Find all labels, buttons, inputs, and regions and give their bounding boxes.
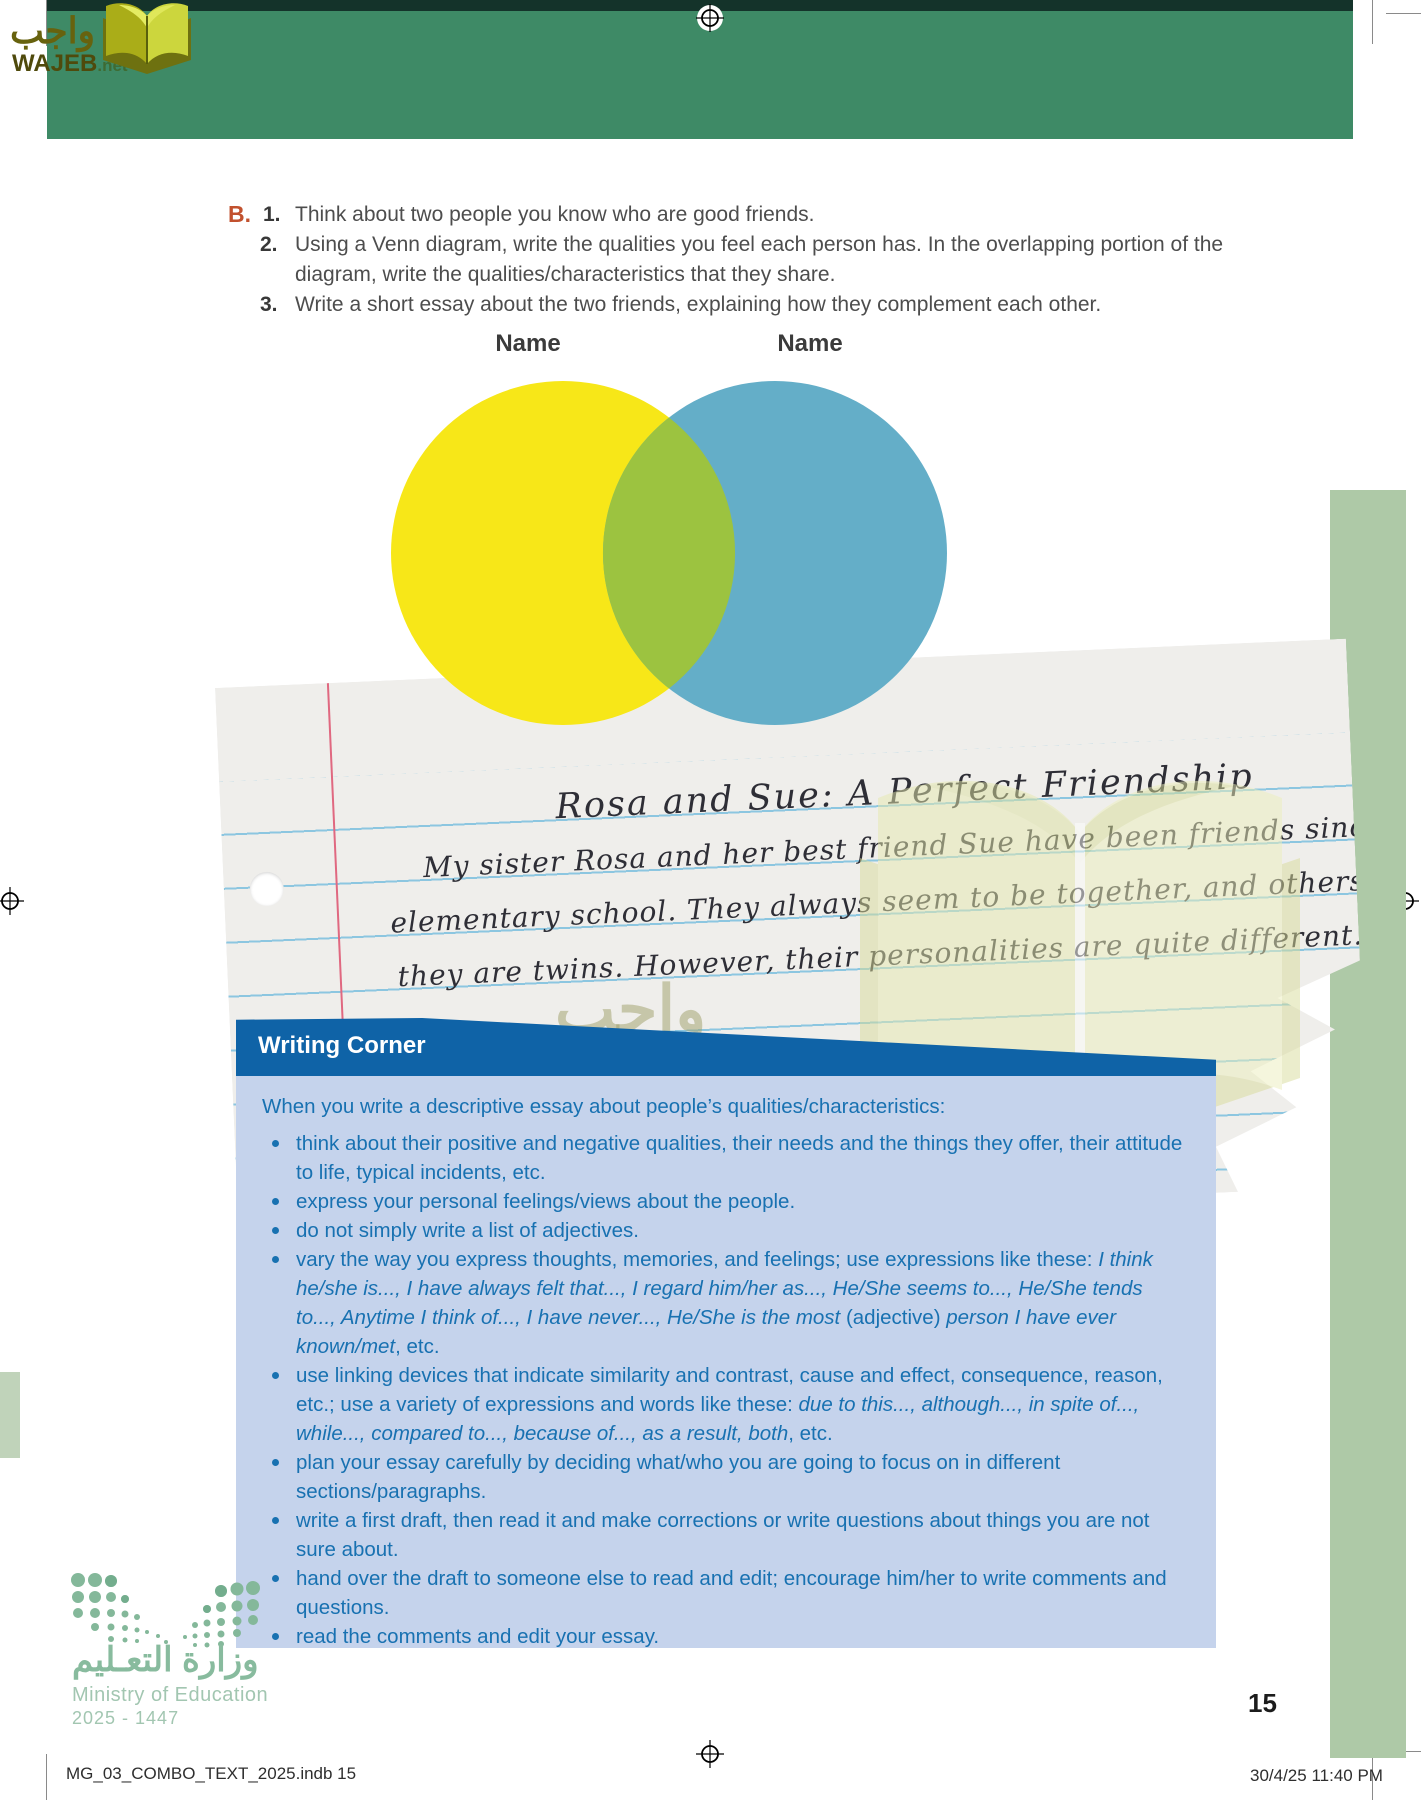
footer-filename: MG_03_COMBO_TEXT_2025.indb 15 xyxy=(66,1764,357,1783)
crop-mark xyxy=(46,0,47,46)
registration-mark xyxy=(696,4,724,32)
task-item-text: Write a short essay about the two friend… xyxy=(295,293,1102,316)
crop-mark xyxy=(46,1754,47,1800)
task-item-text: Using a Venn diagram, write the qualitie… xyxy=(295,233,1224,256)
venn-overlap xyxy=(602,417,736,689)
open-book-icon xyxy=(103,3,191,74)
writing-corner-list: think about their positive and negative … xyxy=(262,1129,1186,1651)
writing-corner-bullet: write a first draft, then read it and ma… xyxy=(262,1506,1186,1564)
task-letter: B. xyxy=(228,201,251,227)
bullet-dot xyxy=(272,1198,279,1205)
writing-corner-bullet: express your personal feelings/views abo… xyxy=(262,1187,1186,1216)
writing-corner-bullet: read the comments and edit your essay. xyxy=(262,1622,1186,1651)
ministry-logo-dots xyxy=(71,1573,260,1648)
writing-corner-bullet: hand over the draft to someone else to r… xyxy=(262,1564,1186,1622)
ministry-name-english: Ministry of Education xyxy=(72,1684,269,1706)
writing-corner-panel: When you write a descriptive essay about… xyxy=(236,1076,1216,1648)
bullet-dot xyxy=(272,1517,279,1524)
wajeb-logo-name: WAJEB xyxy=(12,50,98,77)
bullet-dot xyxy=(272,1633,279,1640)
page-edge-tab xyxy=(0,1372,20,1458)
wajeb-logo-latin: WAJEB.net xyxy=(12,50,128,78)
registration-mark xyxy=(696,1740,724,1768)
bullet-dot xyxy=(272,1372,279,1379)
writing-corner-title: Writing Corner xyxy=(258,1032,426,1059)
header-green-band xyxy=(47,11,1353,139)
venn-right-name-label: Name xyxy=(777,330,843,357)
writing-corner-bullet: think about their positive and negative … xyxy=(262,1129,1186,1187)
writing-corner-intro: When you write a descriptive essay about… xyxy=(262,1095,946,1118)
bullet-dot xyxy=(272,1227,279,1234)
writing-corner-bullet: plan your essay carefully by deciding wh… xyxy=(262,1448,1186,1506)
venn-diagram xyxy=(391,381,947,725)
bullet-dot xyxy=(272,1140,279,1147)
writing-corner-bullet: do not simply write a list of adjectives… xyxy=(262,1216,1186,1245)
ministry-logo-arabic: وزارة التعـليم xyxy=(72,1641,259,1679)
task-item-text: Think about two people you know who are … xyxy=(295,203,815,226)
page-number: 15 xyxy=(1248,1688,1277,1718)
venn-left-name-label: Name xyxy=(495,330,561,357)
registration-mark xyxy=(0,887,24,915)
top-dark-bar xyxy=(47,0,1353,11)
bullet-dot xyxy=(272,1256,279,1263)
crop-mark xyxy=(1372,0,1373,44)
crop-mark xyxy=(1372,1757,1373,1800)
bullet-dot xyxy=(272,1459,279,1466)
task-item-text: diagram, write the qualities/characteris… xyxy=(295,263,836,286)
bullet-dot xyxy=(272,1575,279,1582)
task-item-number: 1. xyxy=(263,203,281,226)
task-item-number: 3. xyxy=(260,293,278,316)
task-item-number: 2. xyxy=(260,233,278,256)
crop-mark xyxy=(1386,13,1421,14)
footer-timestamp: 30/4/25 11:40 PM xyxy=(1250,1766,1383,1785)
ministry-years: 2025 - 1447 xyxy=(72,1708,180,1728)
writing-corner-bullet: use linking devices that indicate simila… xyxy=(262,1361,1186,1448)
wajeb-logo-arabic: واجب xyxy=(10,10,95,51)
writing-corner-bullet: vary the way you express thoughts, memor… xyxy=(262,1245,1186,1361)
